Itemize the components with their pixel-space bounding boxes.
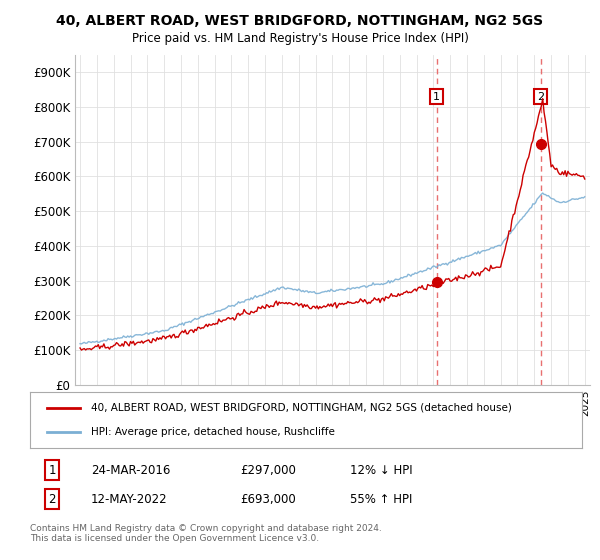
Text: 1: 1 bbox=[433, 91, 440, 101]
Text: Price paid vs. HM Land Registry's House Price Index (HPI): Price paid vs. HM Land Registry's House … bbox=[131, 32, 469, 45]
Text: £693,000: £693,000 bbox=[240, 493, 296, 506]
Text: Contains HM Land Registry data © Crown copyright and database right 2024.
This d: Contains HM Land Registry data © Crown c… bbox=[30, 524, 382, 543]
Text: 24-MAR-2016: 24-MAR-2016 bbox=[91, 464, 170, 477]
Text: 12% ↓ HPI: 12% ↓ HPI bbox=[350, 464, 413, 477]
Text: 2: 2 bbox=[49, 493, 56, 506]
Text: 40, ALBERT ROAD, WEST BRIDGFORD, NOTTINGHAM, NG2 5GS (detached house): 40, ALBERT ROAD, WEST BRIDGFORD, NOTTING… bbox=[91, 403, 512, 413]
Text: £297,000: £297,000 bbox=[240, 464, 296, 477]
Text: 1: 1 bbox=[49, 464, 56, 477]
Text: 2: 2 bbox=[537, 91, 544, 101]
Text: HPI: Average price, detached house, Rushcliffe: HPI: Average price, detached house, Rush… bbox=[91, 427, 335, 437]
Text: 12-MAY-2022: 12-MAY-2022 bbox=[91, 493, 167, 506]
Text: 40, ALBERT ROAD, WEST BRIDGFORD, NOTTINGHAM, NG2 5GS: 40, ALBERT ROAD, WEST BRIDGFORD, NOTTING… bbox=[56, 14, 544, 28]
Text: 55% ↑ HPI: 55% ↑ HPI bbox=[350, 493, 413, 506]
